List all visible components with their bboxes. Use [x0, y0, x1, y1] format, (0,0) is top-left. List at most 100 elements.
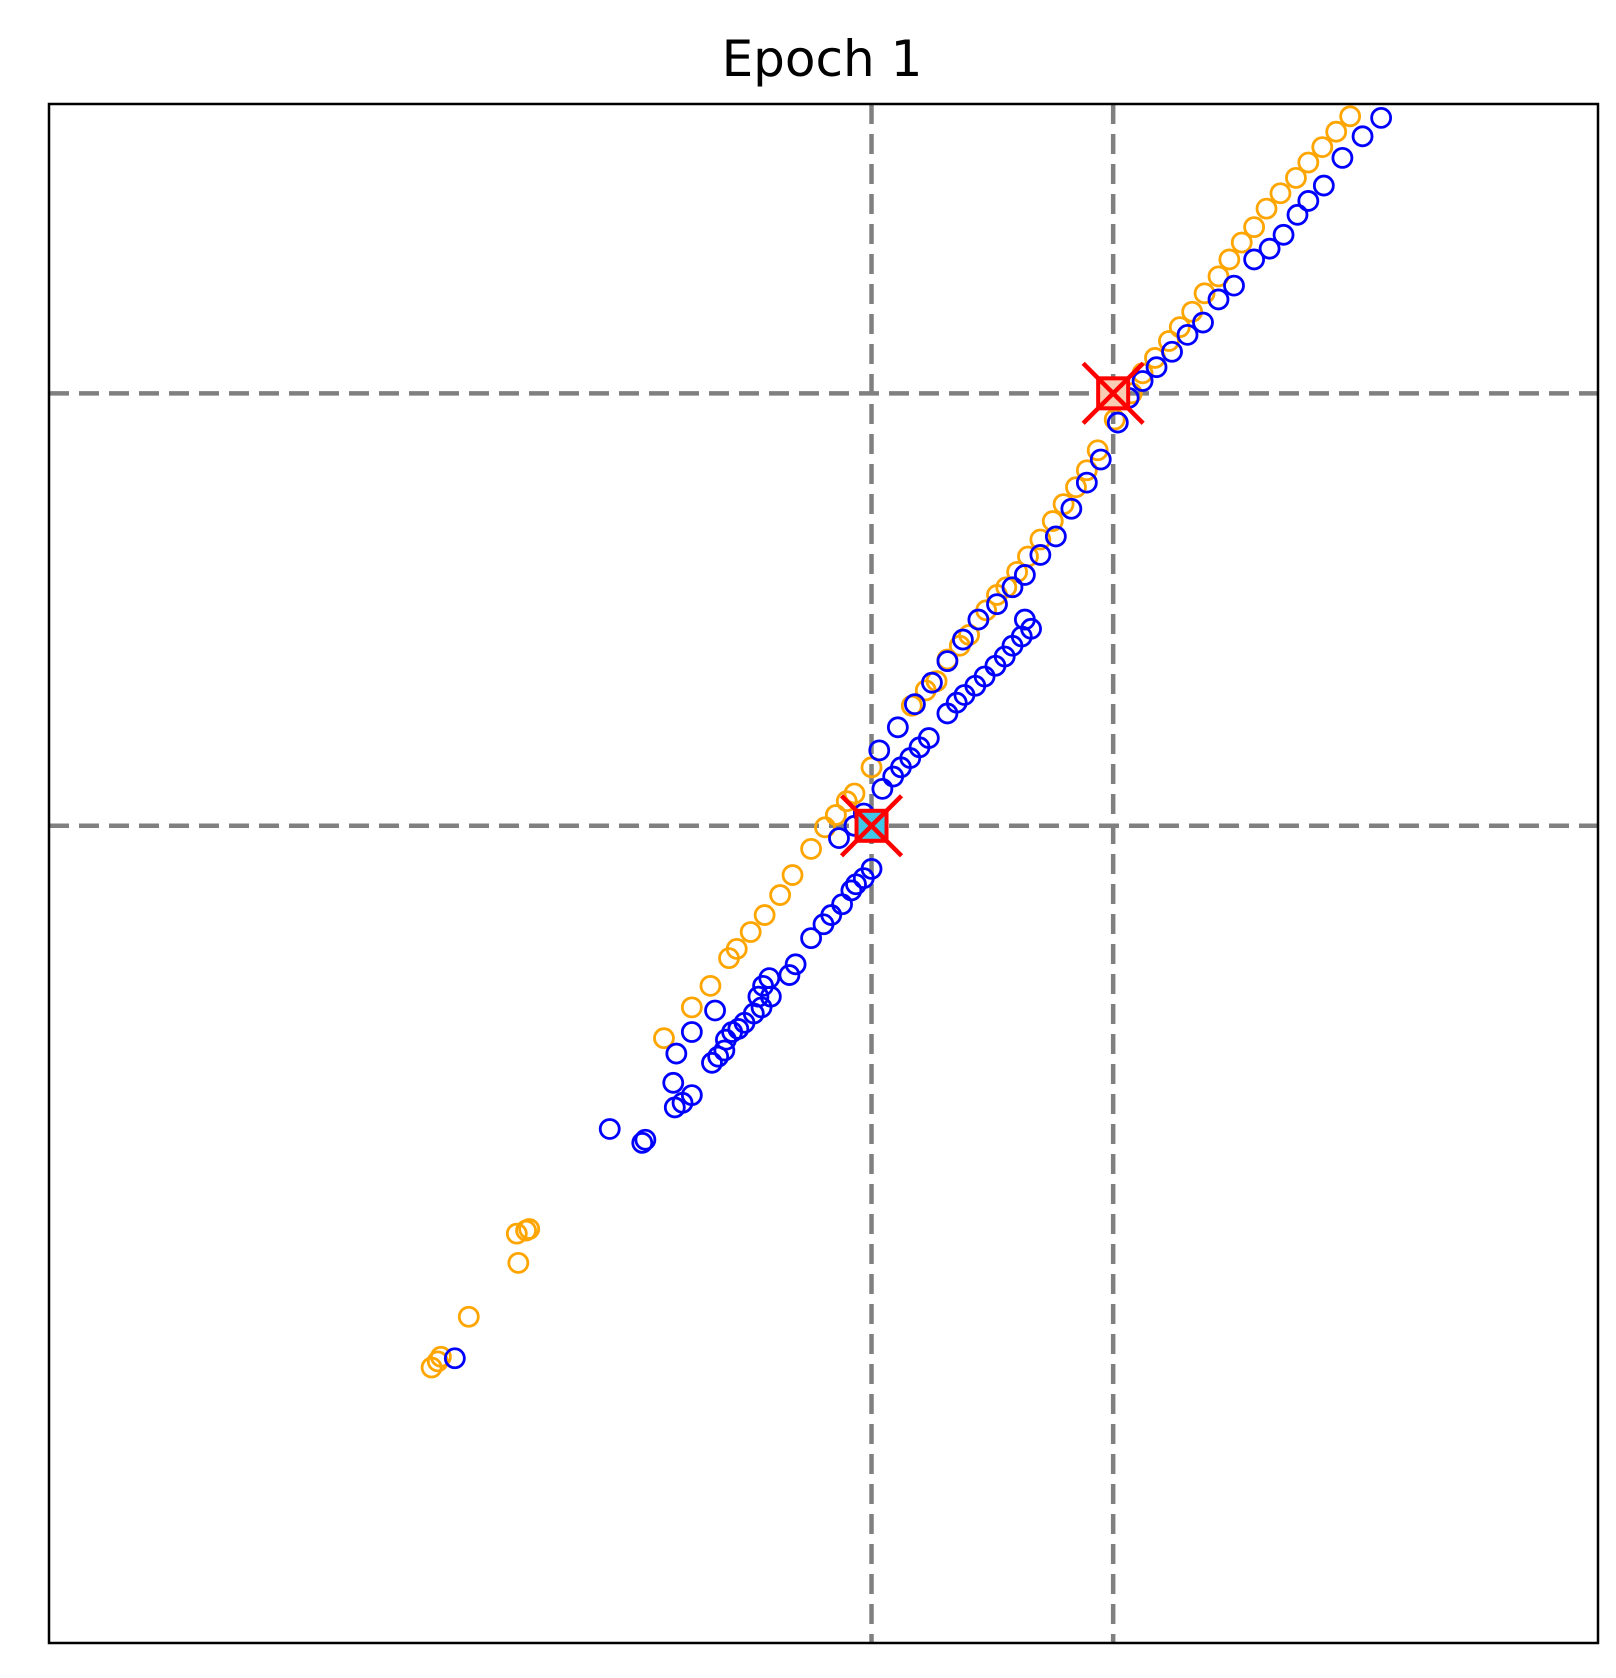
data-point [457, 1305, 480, 1328]
data-point [758, 967, 781, 990]
data-point [1297, 151, 1320, 174]
data-point [598, 1118, 621, 1140]
plot-frame [47, 102, 1600, 1645]
data-point [1161, 340, 1183, 363]
data-point [868, 739, 891, 762]
data-point [1044, 525, 1067, 548]
data-point [634, 1128, 657, 1151]
data-point [871, 777, 894, 800]
data-point [1145, 356, 1168, 379]
data-point [1013, 608, 1036, 631]
data-point [747, 985, 770, 1008]
data-point [1060, 497, 1083, 520]
data-point [1269, 182, 1292, 205]
data-point [800, 927, 823, 950]
data-point [921, 671, 943, 694]
data-point [835, 790, 858, 813]
highlight-marker-2 [1081, 361, 1145, 425]
highlight-markers [839, 361, 1145, 858]
data-point [1223, 274, 1245, 297]
data-point [1075, 471, 1098, 494]
data-point [784, 953, 807, 976]
data-point [1297, 190, 1320, 212]
data-point [704, 999, 726, 1022]
data-point [1207, 288, 1230, 311]
data-point [680, 1021, 703, 1043]
data-point [429, 1345, 452, 1368]
data-point [1029, 544, 1052, 566]
data-point [1286, 203, 1309, 226]
data-point [631, 1131, 654, 1154]
data-point [952, 628, 974, 651]
data-point [800, 837, 823, 860]
data-point [1106, 411, 1129, 434]
data-point [518, 1218, 541, 1240]
data-point [1331, 146, 1354, 169]
data-point [1325, 120, 1348, 143]
data-point [1312, 174, 1335, 197]
data-point [903, 693, 926, 716]
data-point [1168, 316, 1191, 339]
data-point [1311, 136, 1334, 158]
data-point [1218, 248, 1241, 271]
data-point [1339, 105, 1362, 128]
highlight-cross-line [1081, 361, 1145, 425]
series-1 [420, 105, 1362, 1379]
data-point [1075, 459, 1098, 482]
data-point [665, 1042, 688, 1065]
data-point [1255, 197, 1278, 220]
data-point [769, 884, 792, 906]
data-point [1029, 528, 1052, 551]
data-point [986, 593, 1008, 616]
data-point [662, 1071, 685, 1094]
data-point [1243, 216, 1266, 239]
data-point [1272, 223, 1295, 246]
data-point [1230, 231, 1253, 254]
data-point [917, 727, 940, 749]
data-point [739, 921, 762, 943]
data-point [1285, 166, 1307, 189]
highlight-cross-line [839, 794, 904, 858]
data-point [958, 624, 981, 646]
data-point [699, 974, 722, 997]
data-point [828, 827, 850, 850]
data-point [1001, 576, 1024, 599]
data-point [840, 879, 863, 902]
data-point [1351, 125, 1374, 148]
data-point [1176, 323, 1199, 346]
data-point [945, 691, 968, 714]
data-point [824, 804, 847, 826]
data-point [860, 857, 883, 880]
data-point [781, 864, 804, 886]
data-point [505, 1222, 528, 1245]
data-point [701, 1051, 723, 1074]
data-point [886, 716, 909, 739]
data-point [680, 1084, 703, 1107]
data-point [778, 964, 801, 986]
highlight-marker-1 [839, 794, 904, 858]
data-point [680, 996, 703, 1019]
data-point [713, 1039, 736, 1062]
data-point [1370, 106, 1393, 129]
data-point [1086, 439, 1109, 462]
data-point [1013, 564, 1036, 586]
data-point [1207, 265, 1230, 288]
data-point [967, 608, 990, 631]
data-point [1258, 237, 1281, 260]
data-point [727, 1018, 750, 1040]
data-point [443, 1347, 466, 1370]
data-point [1193, 282, 1216, 305]
data-point [814, 816, 836, 839]
data-point [1041, 510, 1064, 532]
data-point [1089, 448, 1112, 471]
chart-title: Epoch 1 [722, 30, 923, 88]
data-point [1243, 248, 1266, 271]
data-point [843, 782, 866, 805]
data-point [995, 576, 1018, 599]
data-point [507, 1251, 530, 1274]
data-point [1192, 311, 1214, 334]
data-point [725, 938, 748, 960]
data-point [653, 1027, 675, 1050]
data-point [1131, 370, 1154, 392]
